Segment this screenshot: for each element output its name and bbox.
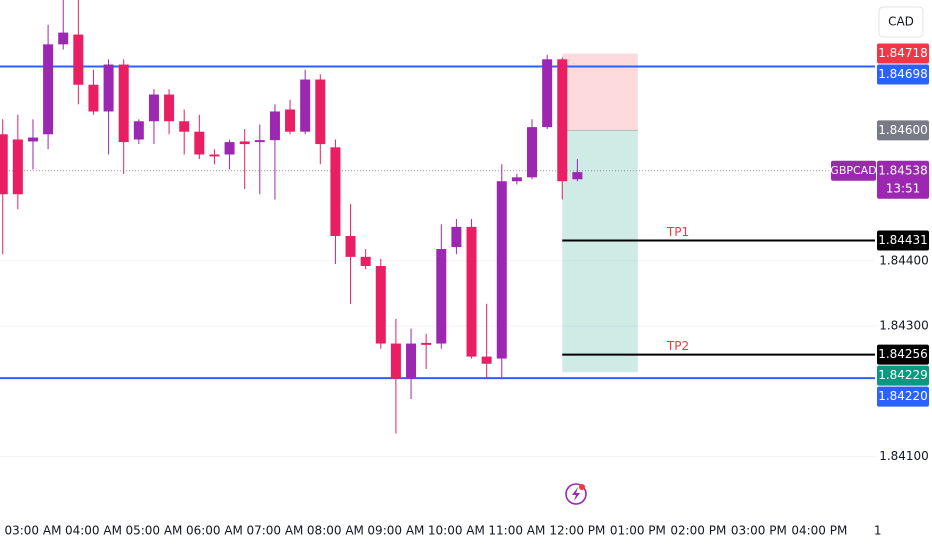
candle-body — [466, 226, 477, 357]
candle-body — [224, 142, 235, 155]
candle-body — [360, 256, 371, 266]
candle-body — [572, 172, 583, 180]
price-badge-label: 1.84220 — [878, 389, 928, 403]
target-zone — [562, 130, 638, 373]
candle-body — [345, 235, 356, 257]
candle-body — [511, 177, 522, 182]
candle-body — [194, 131, 205, 155]
x-tick-label: 01:00 PM — [610, 524, 666, 538]
price-badge — [877, 120, 929, 141]
candle-body — [451, 226, 462, 248]
candle-body — [88, 84, 99, 112]
currency-label[interactable]: CAD — [888, 15, 914, 29]
candle-body — [557, 59, 568, 182]
candle-body — [103, 64, 114, 112]
price-badge-label: 1.84256 — [878, 347, 928, 361]
candle-body — [496, 181, 507, 359]
x-tick-label: 07:00 AM — [246, 524, 303, 538]
lightning-dot[interactable] — [579, 484, 585, 490]
x-tick-label: 12:00 PM — [549, 524, 605, 538]
target-label: TP1 — [666, 225, 689, 239]
x-tick-label: 02:00 PM — [670, 524, 726, 538]
candle-body — [285, 109, 296, 132]
x-tick-label: 04:00 AM — [65, 524, 122, 538]
price-badge — [877, 64, 929, 85]
x-tick-label: 08:00 AM — [307, 524, 364, 538]
candle-body — [179, 121, 190, 132]
candle-body — [421, 342, 432, 345]
currency-button-frame[interactable] — [878, 6, 924, 38]
x-tick-label: 1 — [874, 524, 882, 538]
x-tick-label: 03:00 PM — [731, 524, 787, 538]
candle-body — [375, 265, 386, 344]
price-badge — [877, 344, 929, 365]
candle-body — [406, 343, 417, 379]
candle-body — [209, 154, 220, 157]
candle-body — [133, 121, 144, 140]
candle-body — [254, 140, 265, 143]
candle-body — [239, 141, 250, 145]
symbol-label: GBPCAD — [830, 164, 876, 177]
price-badge-label: 1.84698 — [878, 67, 928, 81]
price-badge-label: 1.84229 — [878, 368, 928, 382]
x-tick-label: 04:00 PM — [791, 524, 847, 538]
candle-body — [118, 64, 129, 143]
symbol-badge — [831, 160, 876, 181]
candle-body — [481, 356, 492, 364]
price-badge — [877, 230, 929, 251]
candle-body — [269, 111, 280, 141]
candle-body — [390, 343, 401, 379]
price-badge-label: 1.84600 — [878, 123, 928, 137]
y-tick-label: 1.84300 — [879, 318, 929, 332]
candle-body — [43, 44, 54, 135]
candle-body — [542, 59, 553, 128]
candle-body — [436, 249, 447, 344]
candle-body — [330, 147, 341, 236]
price-badge-label: 1.84431 — [878, 233, 928, 247]
candle-body — [0, 134, 8, 195]
candle-body — [164, 94, 175, 122]
x-tick-label: 10:00 AM — [428, 524, 485, 538]
candle-body — [73, 34, 84, 85]
lightning-icon[interactable] — [565, 483, 587, 505]
candle-body — [300, 79, 311, 132]
countdown-label: 13:51 — [886, 181, 921, 195]
candle-body — [12, 139, 23, 195]
candle-body — [27, 137, 38, 142]
currency-button[interactable]: CAD — [878, 6, 924, 38]
price-badge-label: 1.84538 — [878, 163, 928, 177]
x-tick-label: 03:00 AM — [4, 524, 61, 538]
x-tick-label: 11:00 AM — [488, 524, 545, 538]
y-tick-label: 1.84400 — [879, 253, 929, 267]
price-badge — [877, 43, 929, 64]
price-badge-label: 1.84718 — [878, 46, 928, 60]
x-tick-label: 05:00 AM — [125, 524, 182, 538]
price-badge — [877, 386, 929, 407]
x-tick-label: 06:00 AM — [186, 524, 243, 538]
candle-body — [148, 94, 159, 122]
stop-zone — [562, 53, 638, 131]
price-badge — [877, 365, 929, 386]
candle-body — [315, 79, 326, 145]
lightning-circle[interactable] — [565, 483, 587, 505]
y-tick-label: 1.84100 — [879, 449, 929, 463]
target-label: TP2 — [666, 339, 689, 353]
price-badge — [877, 160, 929, 199]
lightning-bolt[interactable] — [572, 487, 580, 501]
x-tick-label: 09:00 AM — [367, 524, 424, 538]
candle-body — [527, 127, 538, 178]
candle-body — [58, 32, 69, 45]
